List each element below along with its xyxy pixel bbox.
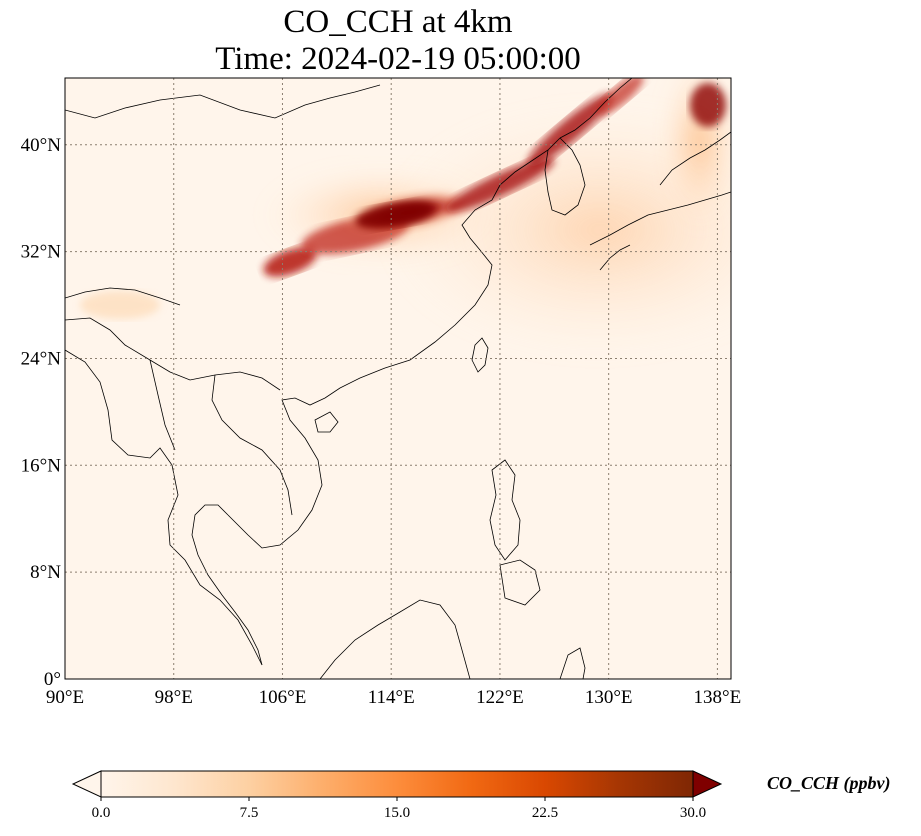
coast-malay — [191, 504, 263, 666]
plume-peak — [355, 201, 435, 229]
border-myanmar-thailand — [149, 359, 176, 451]
coast-japan-south — [589, 191, 731, 246]
colorbar-tick-label: 0.0 — [92, 805, 111, 821]
coast-korea — [544, 137, 586, 216]
minor-patch-myanmar — [80, 291, 160, 319]
coastlines — [65, 78, 731, 679]
border-china-south — [65, 317, 281, 391]
lat-tick-label: 40°N — [21, 135, 62, 156]
lat-tick-label: 32°N — [21, 242, 62, 263]
plume-blob-sichuan — [263, 247, 317, 277]
lat-tick-label: 16°N — [21, 455, 62, 476]
border-himalaya — [65, 287, 181, 306]
coast-china-east — [227, 137, 561, 549]
plume-band-korea — [527, 93, 613, 167]
longitude-axis: 90°E 98°E 106°E 114°E 122°E 130°E 138°E — [46, 687, 741, 708]
colorbar-tick-label: 7.5 — [240, 805, 259, 821]
plume-halo-east — [380, 100, 731, 360]
coast-borneo — [319, 599, 471, 679]
coast-north — [559, 78, 633, 139]
latitude-axis: 0° 8°N 16°N 24°N 32°N 40°N — [21, 135, 62, 690]
colorbar-tick-label: 22.5 — [532, 805, 558, 821]
lon-tick-label: 130°E — [585, 687, 633, 708]
lon-tick-label: 98°E — [155, 687, 193, 708]
lon-tick-label: 122°E — [476, 687, 524, 708]
lat-tick-label: 24°N — [21, 348, 62, 369]
map-frame — [64, 77, 732, 680]
colorbar-tick-label: 15.0 — [384, 805, 410, 821]
colorbar-ticks: 0.0 7.5 15.0 22.5 30.0 — [92, 797, 706, 821]
border-laos-vietnam — [211, 374, 293, 516]
lat-tick-label: 0° — [44, 669, 61, 690]
coast-hainan — [314, 411, 339, 433]
coast-indochina-west — [65, 349, 263, 666]
colorbar-label: CO_CCH (ppbv) — [767, 773, 891, 794]
coast-kyushu — [599, 244, 631, 271]
coast-honshu-north — [659, 131, 731, 186]
colorbar-over-extension — [692, 770, 723, 798]
concentration-field — [80, 78, 731, 360]
colorbar: 0.0 7.5 15.0 22.5 30.0 CO_CCH (ppbv) — [71, 770, 891, 821]
lon-tick-label: 138°E — [694, 687, 742, 708]
plume-band-north — [596, 78, 644, 116]
lon-tick-label: 106°E — [259, 687, 307, 708]
colorbar-under-extension — [71, 770, 102, 798]
coast-taiwan — [471, 337, 489, 373]
colorbar-gradient — [100, 770, 694, 798]
border-mongolia — [65, 84, 381, 119]
map-panel — [65, 78, 731, 679]
coast-sulawesi — [559, 647, 586, 679]
coast-philippines — [489, 459, 521, 561]
lon-tick-label: 114°E — [368, 687, 415, 708]
coast-mindanao — [499, 559, 541, 606]
plume-blob-northeast — [690, 83, 726, 127]
map-title: CO_CCH at 4km — [283, 4, 513, 40]
lon-tick-label: 90°E — [46, 687, 84, 708]
map-time-subtitle: Time: 2024-02-19 05:00:00 — [215, 41, 581, 77]
lat-tick-label: 8°N — [30, 562, 61, 583]
gridlines — [65, 78, 731, 679]
plume-halo-northeast — [660, 78, 731, 230]
colorbar-tick-label: 30.0 — [680, 805, 706, 821]
